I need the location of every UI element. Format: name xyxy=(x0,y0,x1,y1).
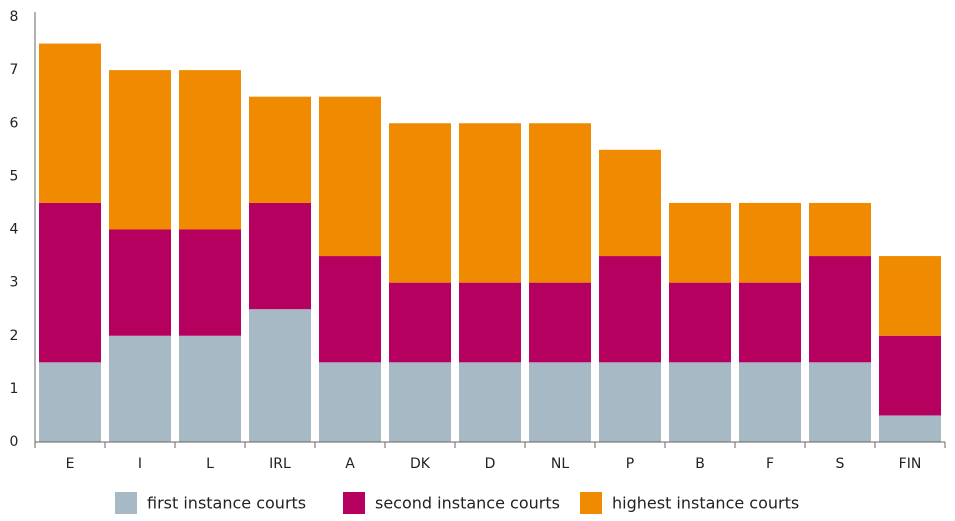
bar-segment xyxy=(809,362,871,442)
y-tick-label: 2 xyxy=(10,328,19,344)
x-tick-label: B xyxy=(695,456,705,472)
bar-segment xyxy=(179,70,241,230)
x-tick-label: D xyxy=(485,456,496,472)
bar-segment xyxy=(739,362,801,442)
bar-segment xyxy=(599,256,661,363)
bar-segment xyxy=(529,123,591,283)
bar-segment xyxy=(809,202,871,257)
x-tick-label: DK xyxy=(410,456,431,472)
x-tick-label: S xyxy=(836,456,845,472)
bar-segment xyxy=(109,229,171,336)
y-tick-label: 0 xyxy=(10,434,19,450)
bar-segment xyxy=(179,229,241,336)
x-tick-label: P xyxy=(626,456,634,472)
bar-segment xyxy=(389,282,451,363)
legend-swatch xyxy=(580,492,602,514)
bar-segment xyxy=(39,43,101,203)
legend-label: second instance courts xyxy=(375,494,560,513)
bar-segment xyxy=(249,309,311,442)
x-tick-label: I xyxy=(138,456,142,472)
bar-segment xyxy=(809,256,871,363)
x-tick-label: IRL xyxy=(269,456,291,472)
bar-segment xyxy=(459,123,521,283)
bar-segment xyxy=(599,362,661,442)
bar-segment xyxy=(389,362,451,442)
x-tick-label: NL xyxy=(551,456,569,472)
bar-segment xyxy=(319,362,381,442)
bar-segment xyxy=(179,335,241,442)
bar-segment xyxy=(739,202,801,283)
bar-segment xyxy=(389,123,451,283)
bar-segment xyxy=(669,282,731,363)
legend-swatch xyxy=(343,492,365,514)
bar-segment xyxy=(459,362,521,442)
y-tick-label: 4 xyxy=(10,222,19,238)
y-tick-label: 1 xyxy=(10,381,19,397)
bar-segment xyxy=(529,282,591,363)
y-tick-label: 8 xyxy=(10,9,19,25)
bar-segment xyxy=(599,149,661,257)
legend-swatch xyxy=(115,492,137,514)
bar-segment xyxy=(739,282,801,363)
y-tick-label: 5 xyxy=(10,168,19,184)
bar-segment xyxy=(669,362,731,442)
bar-segment xyxy=(319,256,381,363)
bar-segment xyxy=(319,96,381,257)
legend-label: highest instance courts xyxy=(612,494,799,513)
bar-segment xyxy=(109,335,171,442)
x-tick-label: FIN xyxy=(899,456,922,472)
bar-segment xyxy=(879,415,941,442)
x-tick-label: E xyxy=(66,456,75,472)
bar-segment xyxy=(879,256,941,336)
bar-segment xyxy=(39,362,101,442)
bar-segment xyxy=(249,96,311,203)
bar-segment xyxy=(879,335,941,416)
x-tick-label: L xyxy=(206,456,214,472)
bar-segment xyxy=(669,202,731,283)
y-tick-label: 6 xyxy=(10,115,19,131)
y-tick-label: 7 xyxy=(10,62,19,78)
bar-segment xyxy=(529,362,591,442)
bar-segment xyxy=(39,202,101,363)
y-tick-label: 3 xyxy=(10,275,19,291)
bar-segment xyxy=(459,282,521,363)
bar-segment xyxy=(249,202,311,310)
x-tick-label: A xyxy=(345,456,355,472)
x-tick-label: F xyxy=(766,456,774,472)
bar-segment xyxy=(109,70,171,230)
legend-label: first instance courts xyxy=(147,494,306,513)
